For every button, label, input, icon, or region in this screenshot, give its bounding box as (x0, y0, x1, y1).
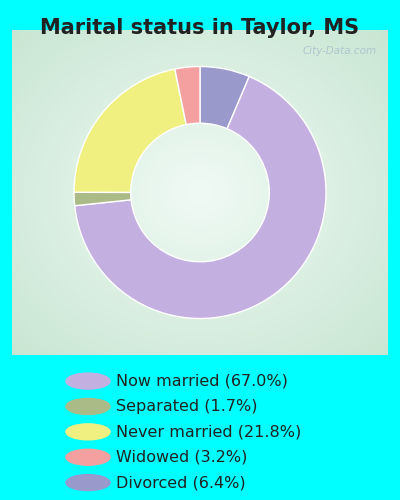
Circle shape (66, 398, 110, 414)
Text: City-Data.com: City-Data.com (302, 46, 377, 56)
Text: Separated (1.7%): Separated (1.7%) (116, 399, 258, 414)
Circle shape (66, 424, 110, 440)
Circle shape (66, 449, 110, 465)
Text: Now married (67.0%): Now married (67.0%) (116, 374, 288, 388)
Wedge shape (74, 192, 131, 205)
Text: Never married (21.8%): Never married (21.8%) (116, 424, 301, 440)
Wedge shape (74, 69, 186, 192)
Wedge shape (175, 66, 200, 124)
Text: Divorced (6.4%): Divorced (6.4%) (116, 475, 246, 490)
Wedge shape (75, 76, 326, 318)
Circle shape (66, 373, 110, 389)
Text: Widowed (3.2%): Widowed (3.2%) (116, 450, 247, 464)
Text: Marital status in Taylor, MS: Marital status in Taylor, MS (40, 18, 360, 38)
Circle shape (66, 474, 110, 490)
Wedge shape (200, 66, 249, 128)
